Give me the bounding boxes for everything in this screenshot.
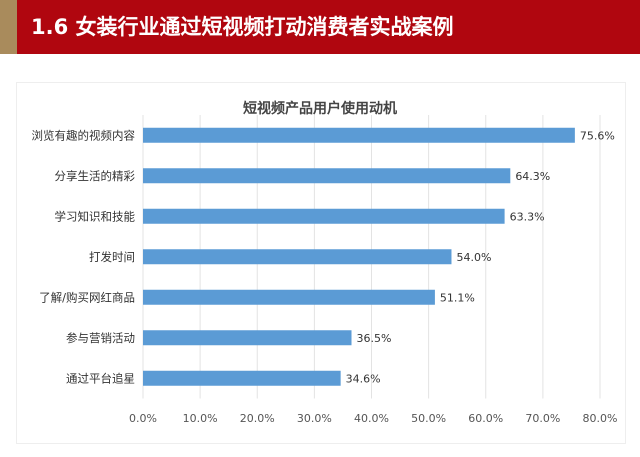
data-label: 34.6% bbox=[346, 372, 381, 385]
category-label: 打发时间 bbox=[89, 250, 135, 264]
category-label: 了解/购买网红商品 bbox=[39, 290, 135, 304]
slide-title: 1.6 女装行业通过短视频打动消费者实战案例 bbox=[17, 0, 640, 54]
x-tick-label: 10.0% bbox=[183, 412, 218, 425]
x-tick-label: 40.0% bbox=[354, 412, 389, 425]
x-tick-label: 30.0% bbox=[297, 412, 332, 425]
data-label: 51.1% bbox=[440, 291, 475, 304]
data-label: 75.6% bbox=[580, 129, 615, 142]
data-label: 54.0% bbox=[456, 251, 491, 264]
accent-strip bbox=[0, 0, 17, 54]
x-tick-label: 50.0% bbox=[411, 412, 446, 425]
category-label: 学习知识和技能 bbox=[55, 209, 136, 223]
bar bbox=[143, 127, 575, 143]
category-label: 分享生活的精彩 bbox=[55, 169, 136, 183]
x-tick-label: 0.0% bbox=[129, 412, 157, 425]
data-label: 64.3% bbox=[515, 170, 550, 183]
bar bbox=[143, 370, 341, 386]
x-tick-label: 60.0% bbox=[468, 412, 503, 425]
category-label: 浏览有趣的视频内容 bbox=[32, 128, 136, 142]
data-label: 63.3% bbox=[510, 210, 545, 223]
bar bbox=[143, 330, 352, 346]
bar bbox=[143, 289, 435, 305]
x-tick-label: 20.0% bbox=[240, 412, 275, 425]
x-tick-label: 70.0% bbox=[525, 412, 560, 425]
bar bbox=[143, 168, 511, 184]
category-label: 参与营销活动 bbox=[66, 331, 135, 345]
bar bbox=[143, 249, 452, 265]
data-label: 36.5% bbox=[357, 332, 392, 345]
bar bbox=[143, 208, 505, 224]
x-tick-label: 80.0% bbox=[583, 412, 618, 425]
category-label: 通过平台追星 bbox=[66, 371, 135, 385]
chart-title: 短视频产品用户使用动机 bbox=[243, 101, 397, 117]
